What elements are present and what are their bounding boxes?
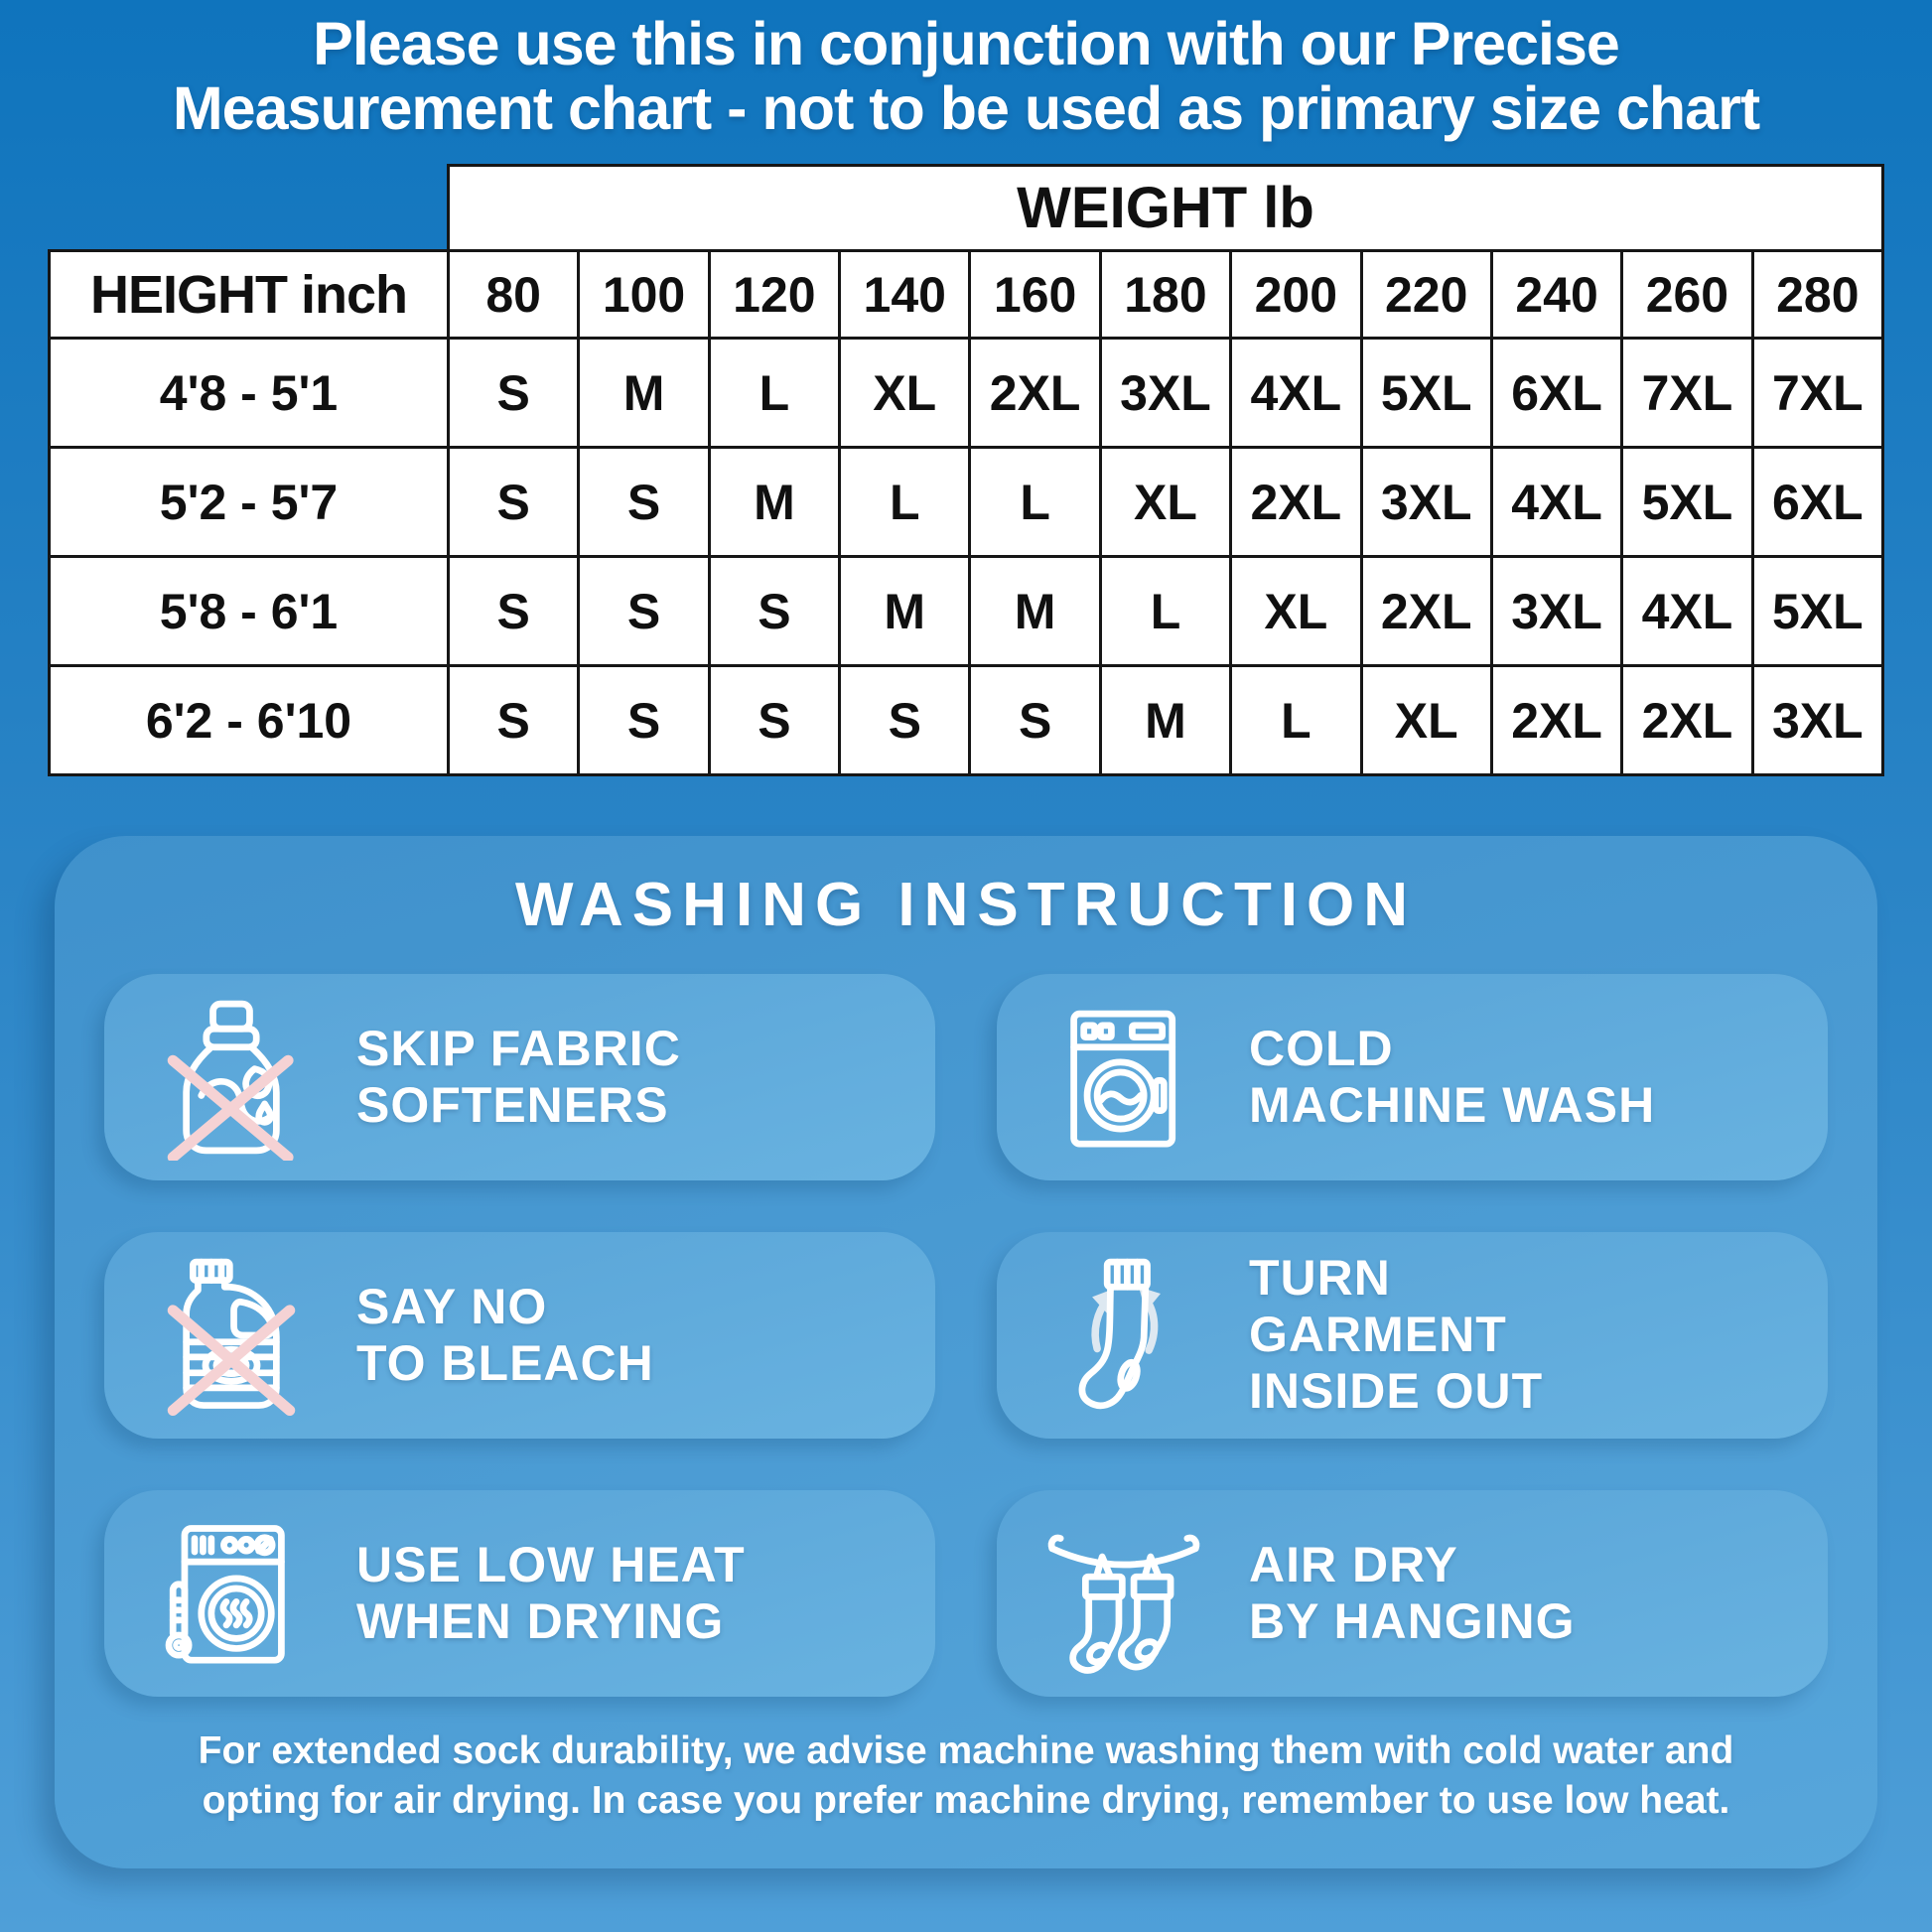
air-dry-hanging-icon xyxy=(1047,1534,1200,1674)
size-cell: M xyxy=(707,446,842,559)
size-cell: 4XL xyxy=(1489,446,1624,559)
weight-column-header: 220 xyxy=(1359,249,1493,341)
size-cell: M xyxy=(968,555,1102,668)
no-bleach-icon xyxy=(167,1258,296,1416)
weight-column-header: 280 xyxy=(1750,249,1885,341)
size-cell: 2XL xyxy=(1359,555,1493,668)
size-cell: 3XL xyxy=(1359,446,1493,559)
weight-column-header: 260 xyxy=(1620,249,1754,341)
card-cold-machine-wash: COLD MACHINE WASH xyxy=(997,973,1828,1180)
table-corner-spacer xyxy=(50,166,449,251)
size-chart-row: 5'8 - 6'1 S S S M M L XL 2XL 3XL 4XL 5XL xyxy=(48,555,1885,668)
dryer-low-heat-icon xyxy=(165,1524,285,1664)
card-use-low-heat: USE LOW HEAT WHEN DRYING xyxy=(104,1489,935,1697)
card-label: USE LOW HEAT WHEN DRYING xyxy=(356,1536,746,1649)
height-unit-header: HEIGHT inch xyxy=(48,249,450,341)
washing-instruction-panel: WASHING INSTRUCTION SKIP FABRIC SOFTENER… xyxy=(55,836,1877,1868)
height-range-cell: 5'8 - 6'1 xyxy=(48,555,450,668)
size-cell: XL xyxy=(1098,446,1233,559)
size-cell: 2XL xyxy=(968,337,1102,450)
size-cell: 7XL xyxy=(1620,337,1754,450)
card-skip-fabric-softeners: SKIP FABRIC SOFTENERS xyxy=(104,973,935,1180)
size-cell: M xyxy=(1098,664,1233,777)
size-cell: S xyxy=(577,555,711,668)
size-cell: S xyxy=(838,664,972,777)
hanging-sock xyxy=(1069,1573,1126,1674)
size-cell: 3XL xyxy=(1098,337,1233,450)
size-cell: 2XL xyxy=(1489,664,1624,777)
size-cell: 3XL xyxy=(1489,555,1624,668)
size-cell: L xyxy=(1229,664,1363,777)
washing-machine-icon xyxy=(1070,1010,1176,1148)
card-say-no-to-bleach: SAY NO TO BLEACH xyxy=(104,1231,935,1439)
size-cell: S xyxy=(446,446,581,559)
weight-column-header: 180 xyxy=(1098,249,1233,341)
size-cell: 6XL xyxy=(1750,446,1885,559)
weight-column-header: 200 xyxy=(1229,249,1363,341)
weight-column-header: 80 xyxy=(446,249,581,341)
size-cell: M xyxy=(838,555,972,668)
size-cell: 4XL xyxy=(1229,337,1363,450)
height-range-cell: 5'2 - 5'7 xyxy=(48,446,450,559)
size-cell: 7XL xyxy=(1750,337,1885,450)
sock-inside-out-icon xyxy=(1078,1258,1161,1409)
size-cell: M xyxy=(577,337,711,450)
size-cell: L xyxy=(968,446,1102,559)
size-cell: 5XL xyxy=(1750,555,1885,668)
size-cell: XL xyxy=(1229,555,1363,668)
size-cell: S xyxy=(707,555,842,668)
size-cell: S xyxy=(446,664,581,777)
size-cell: S xyxy=(446,337,581,450)
card-air-dry: AIR DRY BY HANGING xyxy=(997,1489,1828,1697)
card-label: SKIP FABRIC SOFTENERS xyxy=(356,1020,681,1133)
size-cell: 2XL xyxy=(1229,446,1363,559)
care-advice-text: For extended sock durability, we advise … xyxy=(198,1728,1734,1823)
weight-column-header: 160 xyxy=(968,249,1102,341)
size-cell: 6XL xyxy=(1489,337,1624,450)
weight-column-header: 240 xyxy=(1489,249,1624,341)
size-cell: 2XL xyxy=(1620,664,1754,777)
size-chart-row: 4'8 - 5'1 S M L XL 2XL 3XL 4XL 5XL 6XL 7XL 7XL xyxy=(48,337,1885,450)
size-cell: S xyxy=(446,555,581,668)
size-chart-row: 5'2 - 5'7 S S M L L XL 2XL 3XL 4XL 5XL 6XL xyxy=(48,446,1885,559)
size-cell: 5XL xyxy=(1359,337,1493,450)
height-range-cell: 6'2 - 6'10 xyxy=(48,664,450,777)
size-cell: XL xyxy=(1359,664,1493,777)
hanging-sock xyxy=(1118,1573,1174,1670)
size-cell: L xyxy=(707,337,842,450)
weight-column-header: 140 xyxy=(838,249,972,341)
size-cell: S xyxy=(707,664,842,777)
size-cell: S xyxy=(968,664,1102,777)
card-label: TURN GARMENT INSIDE OUT xyxy=(1249,1250,1544,1419)
disclaimer-text: Please use this in conjunction with our … xyxy=(172,10,1760,142)
weight-column-header: 120 xyxy=(707,249,842,341)
size-cell: 4XL xyxy=(1620,555,1754,668)
height-range-cell: 4'8 - 5'1 xyxy=(48,337,450,450)
size-cell: S xyxy=(577,446,711,559)
no-fabric-softener-icon xyxy=(167,1000,294,1161)
size-cell: XL xyxy=(838,337,972,450)
card-turn-garment-inside-out: TURN GARMENT INSIDE OUT xyxy=(997,1231,1828,1439)
washing-cards-grid: SKIP FABRIC SOFTENERS COLD MACHINE WASH xyxy=(104,973,1828,1697)
size-chart-row: 6'2 - 6'10 S S S S S M L XL 2XL 2XL 3XL xyxy=(48,664,1885,777)
weight-unit-header: WEIGHT lb xyxy=(447,164,1884,253)
weight-column-header: 100 xyxy=(577,249,711,341)
size-chart-table: WEIGHT lb HEIGHT inch 80 100 120 140 160 180 200… xyxy=(48,164,1885,777)
size-cell: 3XL xyxy=(1750,664,1885,777)
size-cell: 5XL xyxy=(1620,446,1754,559)
washing-instruction-title: WASHING INSTRUCTION xyxy=(514,871,1418,940)
card-label: AIR DRY BY HANGING xyxy=(1249,1536,1576,1649)
card-label: SAY NO TO BLEACH xyxy=(356,1278,654,1391)
size-cell: L xyxy=(1098,555,1233,668)
card-label: COLD MACHINE WASH xyxy=(1249,1020,1656,1133)
size-cell: L xyxy=(838,446,972,559)
size-cell: S xyxy=(577,664,711,777)
